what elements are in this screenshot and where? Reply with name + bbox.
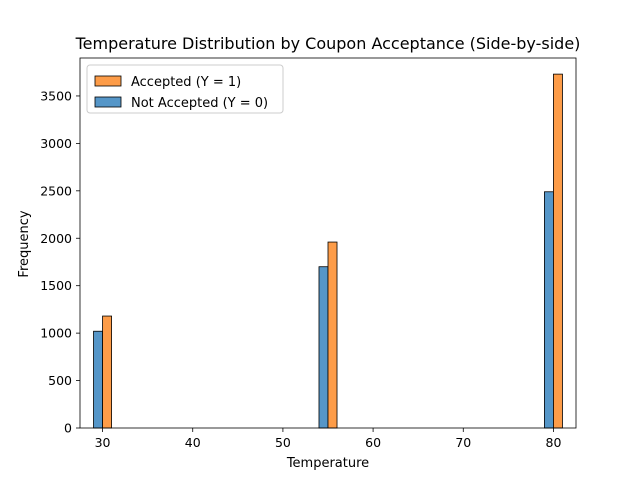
y-axis-label: Frequency	[17, 210, 32, 277]
x-axis-label: Temperature	[286, 456, 369, 471]
y-tick-label: 3000	[40, 136, 72, 151]
y-tick-label: 1000	[40, 326, 72, 341]
axes-layer: 30 40 50 60 70 80 0 500 1000 1500 2000 2500 3000 3500	[40, 57, 577, 450]
bar-series-1-x-80	[553, 73, 563, 429]
bars-layer	[93, 73, 563, 429]
x-tick-label: 80	[546, 435, 562, 450]
chart-title: Temperature Distribution by Coupon Accep…	[75, 34, 581, 53]
legend-label: Not Accepted (Y = 0)	[131, 96, 268, 111]
bar-series-1-x-30	[102, 315, 112, 429]
x-tick-label: 70	[455, 435, 471, 450]
x-tick-label: 30	[95, 435, 111, 450]
legend-label: Accepted (Y = 1)	[131, 75, 241, 90]
y-tick-label: 3500	[40, 88, 72, 103]
x-tick-label: 60	[365, 435, 381, 450]
legend: Accepted (Y = 1) Not Accepted (Y = 0)	[86, 64, 284, 114]
legend-box	[86, 64, 284, 114]
plot-frame	[79, 57, 577, 429]
y-tick-label: 2500	[40, 183, 72, 198]
legend-swatch	[94, 96, 122, 108]
y-tick-label: 2000	[40, 231, 72, 246]
bar-series-1-x-55	[327, 241, 338, 429]
y-tick-label: 1500	[40, 278, 72, 293]
x-tick-label: 40	[185, 435, 201, 450]
x-tick-label: 50	[275, 435, 291, 450]
bar-series-0-x-55	[318, 266, 329, 429]
bar-series-0-x-30	[93, 330, 103, 429]
legend-swatch	[94, 75, 122, 87]
y-tick-label: 0	[64, 421, 72, 436]
bar-series-0-x-80	[544, 191, 554, 429]
y-tick-label: 500	[48, 373, 72, 388]
